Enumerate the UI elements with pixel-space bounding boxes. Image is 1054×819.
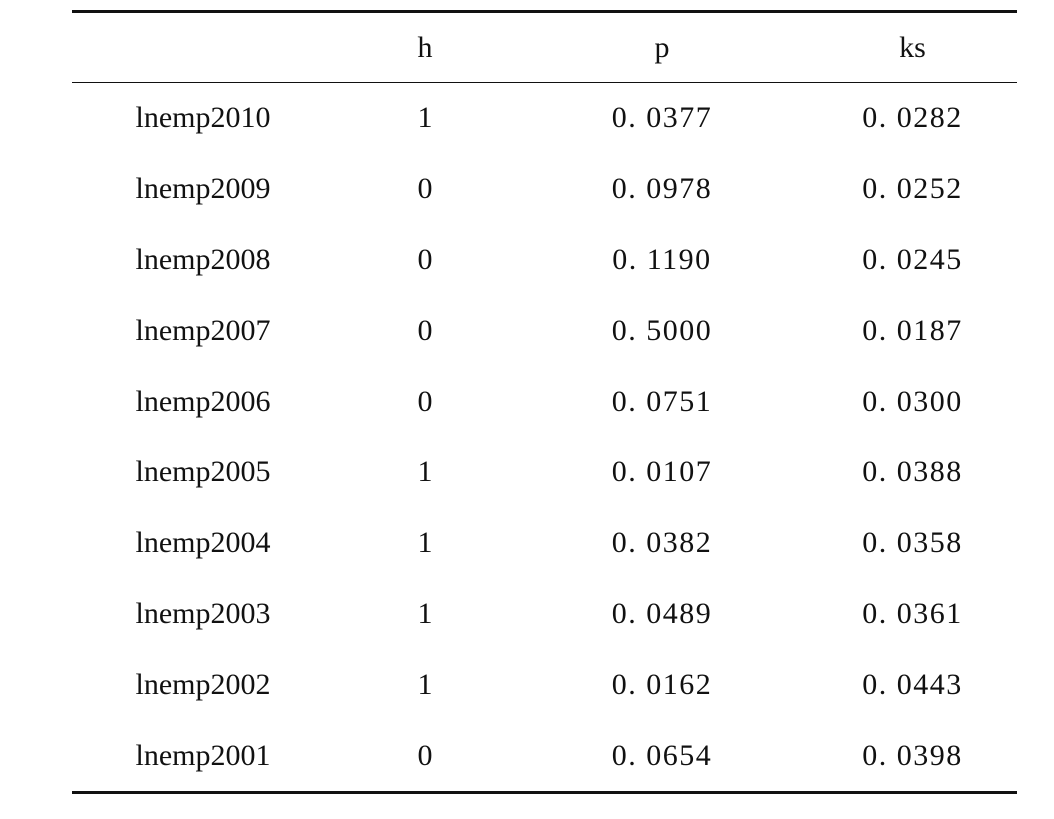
header-cell-h: h: [417, 30, 433, 64]
table-row: lnemp2009 0 0. 0978 0. 0252: [72, 154, 1017, 225]
cell-p: 0. 0489: [611, 596, 713, 630]
cell-p: 0. 1190: [612, 242, 712, 276]
cell-h: 0: [417, 172, 433, 206]
table-row: lnemp2003 1 0. 0489 0. 0361: [72, 579, 1017, 650]
table-row: lnemp2008 0 0. 1190 0. 0245: [72, 225, 1017, 296]
table-row: lnemp2007 0 0. 5000 0. 0187: [72, 295, 1017, 366]
header-cell-p: p: [654, 30, 670, 64]
cell-p: 0. 0107: [611, 455, 713, 489]
cell-h: 1: [417, 526, 433, 560]
results-table-container: h p ks lnemp2010 1 0. 0377 0. 0282 lnemp…: [72, 10, 1017, 794]
table-row: lnemp2001 0 0. 0654 0. 0398: [72, 720, 1017, 793]
row-label: lnemp2010: [135, 101, 271, 135]
row-label: lnemp2009: [135, 172, 271, 206]
cell-p: 0. 0377: [611, 101, 713, 135]
table-body: lnemp2010 1 0. 0377 0. 0282 lnemp2009 0 …: [72, 83, 1017, 793]
table-row: lnemp2006 0 0. 0751 0. 0300: [72, 366, 1017, 437]
row-label: lnemp2001: [135, 738, 271, 772]
cell-p: 0. 0162: [611, 667, 713, 701]
cell-h: 1: [417, 455, 433, 489]
cell-ks: 0. 0282: [862, 101, 963, 135]
cell-p: 0. 0382: [611, 526, 713, 560]
cell-ks: 0. 0358: [862, 526, 963, 560]
table-header: h p ks: [72, 11, 1017, 83]
row-label: lnemp2008: [135, 242, 271, 276]
cell-ks: 0. 0443: [862, 667, 963, 701]
table-row: lnemp2005 1 0. 0107 0. 0388: [72, 437, 1017, 508]
header-row: h p ks: [72, 11, 1017, 83]
row-label: lnemp2006: [135, 384, 271, 418]
cell-h: 0: [417, 242, 433, 276]
cell-h: 1: [417, 596, 433, 630]
cell-h: 0: [417, 384, 433, 418]
cell-p: 0. 0654: [611, 738, 713, 772]
cell-ks: 0. 0388: [862, 455, 963, 489]
cell-ks: 0. 0300: [862, 384, 963, 418]
table-row: lnemp2002 1 0. 0162 0. 0443: [72, 649, 1017, 720]
cell-h: 1: [417, 667, 433, 701]
cell-h: 1: [417, 101, 433, 135]
header-cell-variable: [72, 12, 334, 83]
cell-h: 0: [417, 738, 433, 772]
row-label: lnemp2005: [135, 455, 271, 489]
row-label: lnemp2007: [135, 313, 271, 347]
cell-p: 0. 0978: [611, 172, 713, 206]
cell-p: 0. 0751: [611, 384, 713, 418]
row-label: lnemp2002: [135, 667, 271, 701]
cell-ks: 0. 0187: [862, 313, 963, 347]
cell-ks: 0. 0245: [862, 242, 963, 276]
header-cell-ks: ks: [899, 30, 926, 64]
cell-p: 0. 5000: [611, 313, 713, 347]
cell-ks: 0. 0361: [862, 596, 963, 630]
cell-h: 0: [417, 313, 433, 347]
row-label: lnemp2004: [135, 526, 271, 560]
table-row: lnemp2004 1 0. 0382 0. 0358: [72, 508, 1017, 579]
row-label: lnemp2003: [135, 596, 271, 630]
cell-ks: 0. 0252: [862, 172, 963, 206]
table-row: lnemp2010 1 0. 0377 0. 0282: [72, 83, 1017, 154]
results-table: h p ks lnemp2010 1 0. 0377 0. 0282 lnemp…: [72, 10, 1017, 794]
cell-ks: 0. 0398: [862, 738, 963, 772]
